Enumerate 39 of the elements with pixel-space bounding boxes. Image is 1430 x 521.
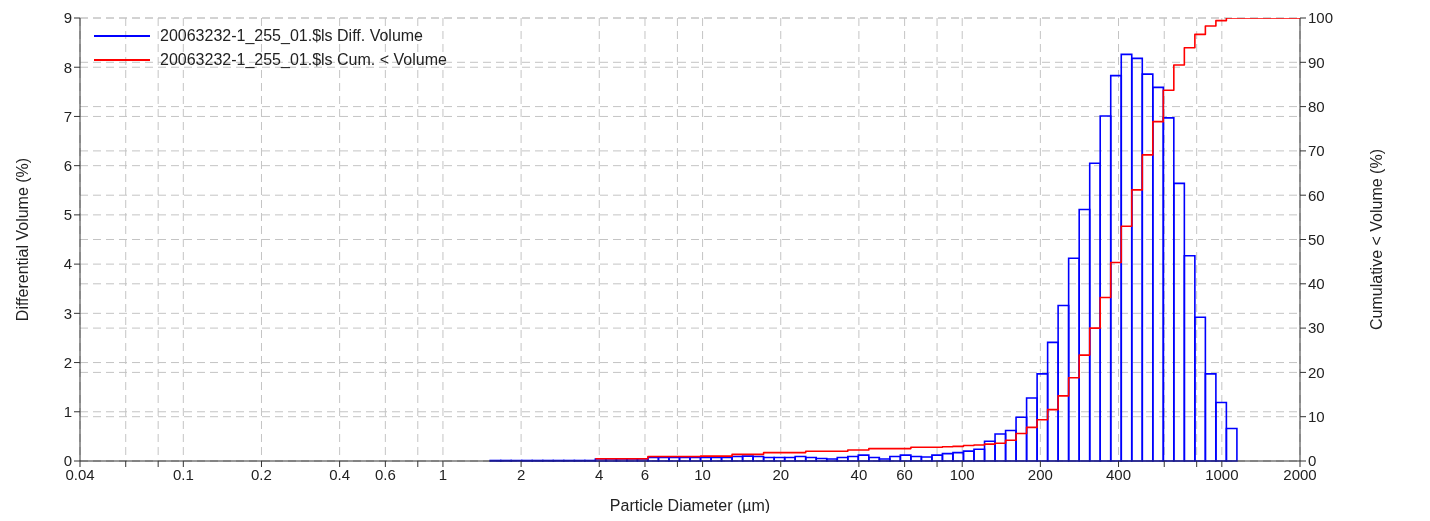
x-tick-label: 10 <box>694 465 711 483</box>
y2-tick-label: 10 <box>1308 408 1325 426</box>
y2-tick-label: 20 <box>1308 363 1325 381</box>
y2-tick-label: 90 <box>1308 53 1325 71</box>
x-tick-label: 100 <box>949 465 975 483</box>
y2-tick-label: 100 <box>1308 9 1334 27</box>
legend-label: 20063232-1_255_01.$ls Diff. Volume <box>160 26 424 46</box>
y-tick-label: 7 <box>63 107 72 125</box>
x-tick-label: 200 <box>1027 465 1053 483</box>
x-tick-label: 0.6 <box>374 465 396 483</box>
y-tick-label: 4 <box>63 255 72 273</box>
y2-axis-title: Cumulative < Volume (%) <box>1367 149 1385 330</box>
x-tick-label: 2 <box>516 465 526 483</box>
y-tick-label: 2 <box>63 353 72 371</box>
x-tick-label: 4 <box>595 465 604 483</box>
y2-tick-label: 40 <box>1308 275 1325 293</box>
x-tick-label: 0.2 <box>251 465 272 483</box>
y-axis-title: Differential Volume (%) <box>13 157 31 322</box>
x-tick-label: 400 <box>1106 465 1132 483</box>
y2-tick-label: 70 <box>1308 142 1325 160</box>
y2-tick-label: 50 <box>1308 230 1325 248</box>
x-tick-label: 40 <box>850 465 868 483</box>
x-tick-label: 0.4 <box>329 465 351 483</box>
x-tick-label: 1000 <box>1205 465 1239 483</box>
legend-label: 20063232-1_255_01.$ls Cum. < Volume <box>160 50 447 70</box>
x-tick-label: 0.1 <box>172 465 194 483</box>
y-tick-label: 5 <box>63 206 72 224</box>
y-tick-label: 9 <box>63 9 72 27</box>
y2-tick-label: 60 <box>1308 186 1325 204</box>
x-tick-label: 6 <box>640 465 650 483</box>
y2-tick-label: 80 <box>1308 97 1325 115</box>
y2-tick-label: 30 <box>1308 319 1325 337</box>
x-tick-label: 60 <box>896 465 913 483</box>
x-tick-label: 1 <box>438 465 448 483</box>
y-tick-label: 6 <box>63 156 72 174</box>
y-tick-label: 8 <box>63 58 72 76</box>
y-tick-label: 1 <box>63 403 72 421</box>
x-tick-label: 20 <box>772 465 790 483</box>
y-tick-label: 3 <box>63 304 72 322</box>
